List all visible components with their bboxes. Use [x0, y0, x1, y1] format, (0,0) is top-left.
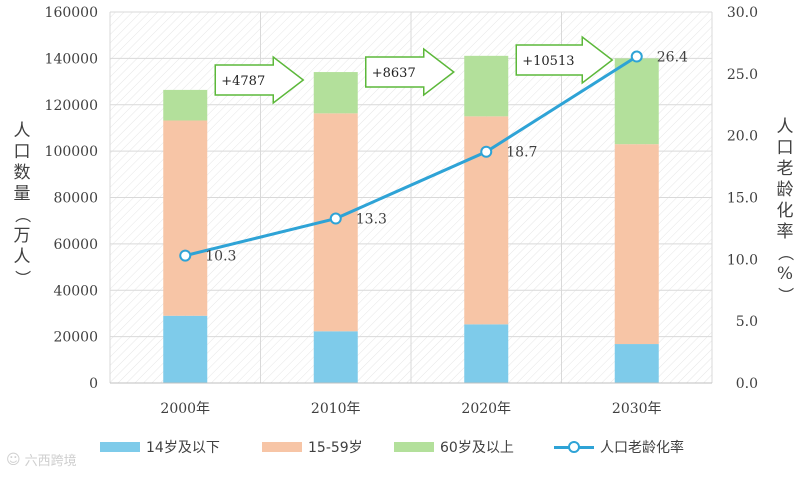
- axis-title-char: 老: [777, 159, 794, 179]
- annotation-label: +8637: [372, 66, 416, 81]
- axis-title-char: 人: [14, 121, 31, 141]
- y-left-tick-label: 140000: [45, 51, 98, 67]
- axis-title-char: 量: [14, 184, 31, 204]
- annotation-arrow: [365, 47, 455, 97]
- axis-title-char: 口: [777, 138, 794, 158]
- legend-label: 人口老龄化率: [600, 440, 684, 456]
- legend-line-marker: [554, 441, 594, 453]
- weibo-logo-icon: ☺: [6, 451, 21, 468]
- axis-title-char: 数: [14, 163, 31, 183]
- legend-swatch: [100, 442, 140, 452]
- axis-title-char: 人: [777, 117, 794, 137]
- bar-segment: [163, 315, 208, 383]
- bar-segment: [464, 55, 509, 117]
- aging-rate-marker: [329, 212, 342, 225]
- x-tick-label: 2030年: [612, 401, 662, 417]
- aging-rate-line: [184, 55, 638, 258]
- bar-segment: [464, 324, 509, 383]
- legend-swatch: [262, 442, 302, 452]
- x-tick-label: 2010年: [311, 401, 361, 417]
- axis-title-char: 口: [14, 142, 31, 162]
- bar-segment: [163, 89, 208, 121]
- bar-segment: [313, 331, 358, 383]
- bar-segment: [313, 72, 358, 114]
- legend-label: 60岁及以上: [440, 440, 514, 456]
- aging-rate-data-label: 13.3: [356, 212, 387, 228]
- aging-rate-marker: [480, 145, 493, 158]
- y-right-tick-label: 25.0: [727, 67, 758, 83]
- x-tick-label: 2020年: [461, 401, 511, 417]
- y-right-axis-title: 人口老龄化率 （% ）: [776, 117, 795, 303]
- bar-segment: [614, 344, 659, 383]
- aging-rate-data-label: 26.4: [657, 50, 688, 66]
- y-right-tick-label: 5.0: [736, 314, 758, 330]
- annotation-arrow: [515, 35, 614, 85]
- legend-item-14-under: 14岁及以下: [100, 437, 220, 457]
- watermark: ☺ 六西跨境: [6, 450, 77, 470]
- axis-title-char: 率: [777, 222, 794, 242]
- legend-item-aging-rate: 人口老龄化率: [554, 437, 684, 457]
- legend-swatch: [394, 442, 434, 452]
- bar-segment: [614, 144, 659, 345]
- bar-segment: [614, 58, 659, 145]
- aging-rate-data-label: 18.7: [506, 145, 537, 161]
- bar-segment: [163, 120, 208, 316]
- annotation-label: +10513: [522, 54, 574, 69]
- axis-title-char: %: [777, 264, 793, 284]
- aging-rate-data-label: 10.3: [205, 249, 236, 265]
- y-left-tick-label: 160000: [45, 5, 98, 21]
- legend-label: 14岁及以下: [146, 440, 220, 456]
- watermark-text: 六西跨境: [24, 454, 77, 469]
- legend-item-15-59: 15-59岁: [262, 437, 363, 457]
- y-left-tick-label: 60000: [53, 237, 98, 253]
- legend-item-60-over: 60岁及以上: [394, 437, 514, 457]
- legend: 14岁及以下 15-59岁 60岁及以上 人口老龄化率: [100, 437, 740, 457]
- aging-rate-marker: [179, 249, 192, 262]
- axis-title-char: 化: [777, 201, 794, 221]
- x-tick-label: 2000年: [160, 401, 210, 417]
- aging-rate-marker: [630, 50, 643, 63]
- y-left-tick-label: 40000: [53, 283, 98, 299]
- y-left-tick-label: 80000: [53, 191, 98, 207]
- axis-title-char: 龄: [777, 180, 794, 200]
- annotation-arrow: [214, 55, 305, 105]
- axis-title-char: （: [13, 207, 32, 223]
- axis-title-char: 人: [14, 247, 31, 267]
- y-left-tick-label: 100000: [45, 144, 98, 160]
- y-left-tick-label: 20000: [53, 330, 98, 346]
- y-left-tick-label: 0: [89, 376, 98, 392]
- y-left-tick-label: 120000: [45, 98, 98, 114]
- y-right-tick-label: 15.0: [727, 191, 758, 207]
- y-right-tick-label: 10.0: [727, 252, 758, 268]
- legend-label: 15-59岁: [308, 440, 363, 456]
- axis-title-char: 万: [14, 226, 31, 246]
- axis-title-char: ）: [13, 270, 32, 286]
- annotation-label: +4787: [221, 74, 265, 89]
- y-right-tick-label: 30.0: [727, 5, 758, 21]
- y-right-tick-label: 20.0: [727, 129, 758, 145]
- y-right-tick-label: 0.0: [736, 376, 758, 392]
- axis-title-char: ）: [776, 287, 795, 303]
- axis-title-char: （: [776, 245, 795, 261]
